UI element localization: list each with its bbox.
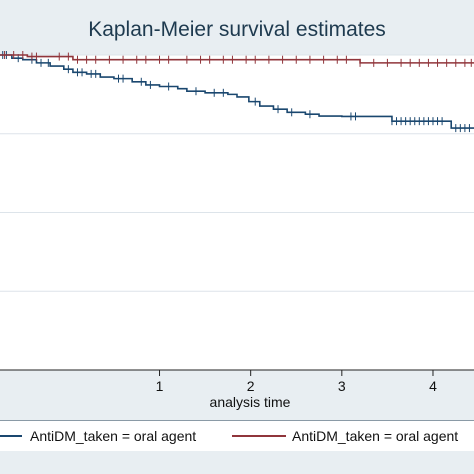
legend-swatch-oral-agent-red	[232, 435, 286, 437]
legend: AntiDM_taken = oral agent AntiDM_taken =…	[0, 420, 474, 451]
legend-swatch-oral-agent-blue	[0, 435, 22, 437]
x-tick-label-2: 2	[247, 378, 255, 394]
legend-label-series-1: AntiDM_taken = oral agent	[30, 428, 197, 444]
legend-label-series-2: AntiDM_taken = oral agent	[292, 428, 459, 444]
x-axis-ticks: 1 2 3 4	[156, 370, 437, 394]
x-tick-label-3: 3	[338, 378, 346, 394]
series-0-curve	[0, 54, 474, 129]
x-tick-label-1: 1	[156, 378, 164, 394]
chart-title: Kaplan-Meier survival estimates	[88, 18, 386, 41]
x-tick-label-4: 4	[429, 378, 437, 394]
grid-lines	[0, 54, 474, 292]
survival-curves	[0, 51, 474, 133]
x-axis-label: analysis time	[210, 394, 291, 410]
